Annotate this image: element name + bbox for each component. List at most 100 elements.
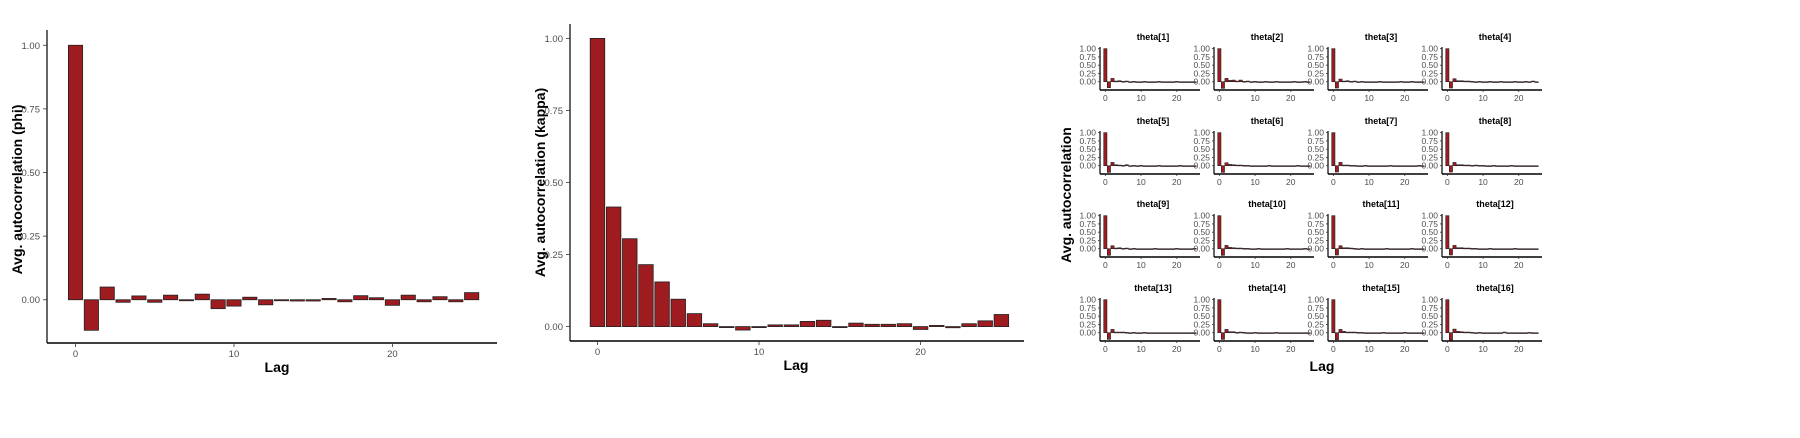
bar-lag-0	[67, 44, 84, 301]
bar-lag-12	[1488, 81, 1493, 83]
bar-lag-1	[1449, 81, 1453, 89]
bar-lag-1	[1107, 248, 1111, 256]
bar-lag-15	[305, 299, 321, 302]
bar-lag-24	[1303, 165, 1307, 167]
bar-lag-18	[1281, 81, 1286, 83]
bar-lag-6	[163, 294, 179, 301]
bar-lag-25	[464, 292, 480, 301]
bar-lag-7	[1470, 165, 1475, 167]
bar-lag-24	[1189, 248, 1193, 250]
bar-lag-24	[1417, 165, 1421, 167]
bar-lag-18	[1509, 332, 1514, 334]
x-tick-label: 0	[1445, 93, 1450, 103]
bar-lag-8	[1132, 165, 1136, 167]
x-tick-label: 10	[1478, 344, 1488, 354]
x-tick-label: 20	[1172, 177, 1182, 187]
y-tick-label: 0.00	[545, 322, 564, 333]
bar-lag-13	[1263, 332, 1268, 334]
y-tick-label: 0.00	[1307, 77, 1324, 87]
y-tick-label: 0.25	[545, 250, 564, 261]
y-tick-label: 0.25	[1307, 68, 1324, 78]
bar-lag-22	[1524, 248, 1528, 250]
x-tick-label: 10	[1478, 260, 1488, 270]
bar-lag-18	[1395, 248, 1400, 250]
y-tick-label: 0.00	[1193, 328, 1210, 338]
bar-lag-17	[1392, 248, 1396, 250]
y-tick-label: 1.00	[1307, 211, 1324, 221]
y-tick-label: 0.50	[1421, 144, 1438, 154]
bar-lag-11	[1142, 248, 1147, 250]
y-axis-title: Avg. autocorrelation (kappa)	[532, 88, 548, 277]
bar-lag-23	[961, 323, 977, 327]
bar-lag-14	[289, 299, 305, 302]
y-tick-label: 0.75	[1307, 303, 1324, 313]
bar-lag-7	[702, 323, 719, 327]
bar-lag-14	[1267, 248, 1272, 250]
bar-lag-7	[178, 299, 194, 302]
bar-lag-2	[1224, 245, 1229, 250]
bar-lag-24	[1417, 332, 1421, 334]
bar-lag-21	[1292, 165, 1297, 167]
facet-strip-label: theta[3]	[1365, 32, 1398, 42]
bar-lag-21	[1292, 81, 1297, 83]
bar-lag-23	[1413, 165, 1418, 167]
x-tick-label: 10	[1364, 93, 1374, 103]
facet-panel: theta[12] 0.000.250.500.751.00 0 10 20	[1421, 199, 1542, 270]
bar-lag-7	[1356, 248, 1361, 250]
x-tick-label: 0	[1103, 177, 1108, 187]
bar-lag-17	[1392, 332, 1396, 334]
x-tick-label: 10	[1136, 177, 1146, 187]
bar-lag-16	[321, 298, 337, 301]
bar-lag-17	[1506, 332, 1510, 334]
y-tick-label: 1.00	[1079, 44, 1096, 54]
facet-strip-label: theta[11]	[1362, 199, 1399, 209]
bar-lag-2	[99, 286, 115, 301]
y-tick-label: 0.75	[1079, 136, 1096, 146]
bar-lag-15	[832, 326, 848, 328]
bar-lag-15	[1157, 248, 1161, 250]
facet-panel: theta[9] 0.000.250.500.751.00 0 10 20	[1079, 199, 1200, 270]
y-tick-label: 0.75	[545, 106, 564, 117]
bar-lag-24	[1303, 248, 1307, 250]
x-tick-label: 0	[1331, 344, 1336, 354]
bar-lag-11	[1370, 248, 1375, 250]
bar-lag-2	[1338, 245, 1343, 250]
bar-lag-21	[1520, 165, 1525, 167]
bar-lag-4	[131, 295, 147, 301]
y-tick-label: 0.25	[1421, 235, 1438, 245]
bar-lag-21	[1406, 165, 1411, 167]
bar-lag-14	[1495, 165, 1500, 167]
bar-lag-22	[945, 326, 961, 329]
x-tick-label: 0	[1103, 93, 1108, 103]
bar-lag-8	[1360, 332, 1364, 334]
bar-lag-22	[1410, 248, 1414, 250]
bar-lag-18	[1509, 81, 1514, 83]
bar-lag-21	[1406, 81, 1411, 83]
bar-lag-17	[1278, 81, 1282, 83]
bar-lag-5	[1235, 80, 1240, 83]
bar-lag-19	[1399, 332, 1404, 334]
bar-lag-22	[1524, 165, 1528, 167]
bar-lag-19	[1171, 248, 1176, 250]
y-tick-label: 0.50	[1079, 60, 1096, 70]
bar-lag-21	[1178, 165, 1183, 167]
bar-lag-4	[1117, 164, 1122, 167]
bar-lag-22	[1296, 248, 1300, 250]
bar-lag-23	[1527, 248, 1532, 250]
bar-lag-4	[1231, 331, 1236, 334]
bar-lag-0	[1331, 48, 1336, 83]
x-tick-label: 20	[1286, 177, 1296, 187]
y-tick-label: 0.75	[1421, 219, 1438, 229]
y-tick-label: 1.00	[1193, 295, 1210, 305]
bar-lag-4	[1231, 79, 1236, 83]
bar-lag-18	[1281, 165, 1286, 167]
x-tick-label: 10	[1136, 93, 1146, 103]
bar-lag-6	[1238, 79, 1243, 83]
y-axis-title: Avg. autocorrelation	[1058, 127, 1074, 263]
bar-lag-1	[1335, 165, 1339, 173]
bar-lag-12	[1488, 248, 1493, 250]
bar-lag-17	[1506, 81, 1510, 83]
bar-lag-12	[1488, 165, 1493, 167]
y-tick-label: 0.75	[1193, 136, 1210, 146]
bar-lag-3	[115, 299, 131, 303]
